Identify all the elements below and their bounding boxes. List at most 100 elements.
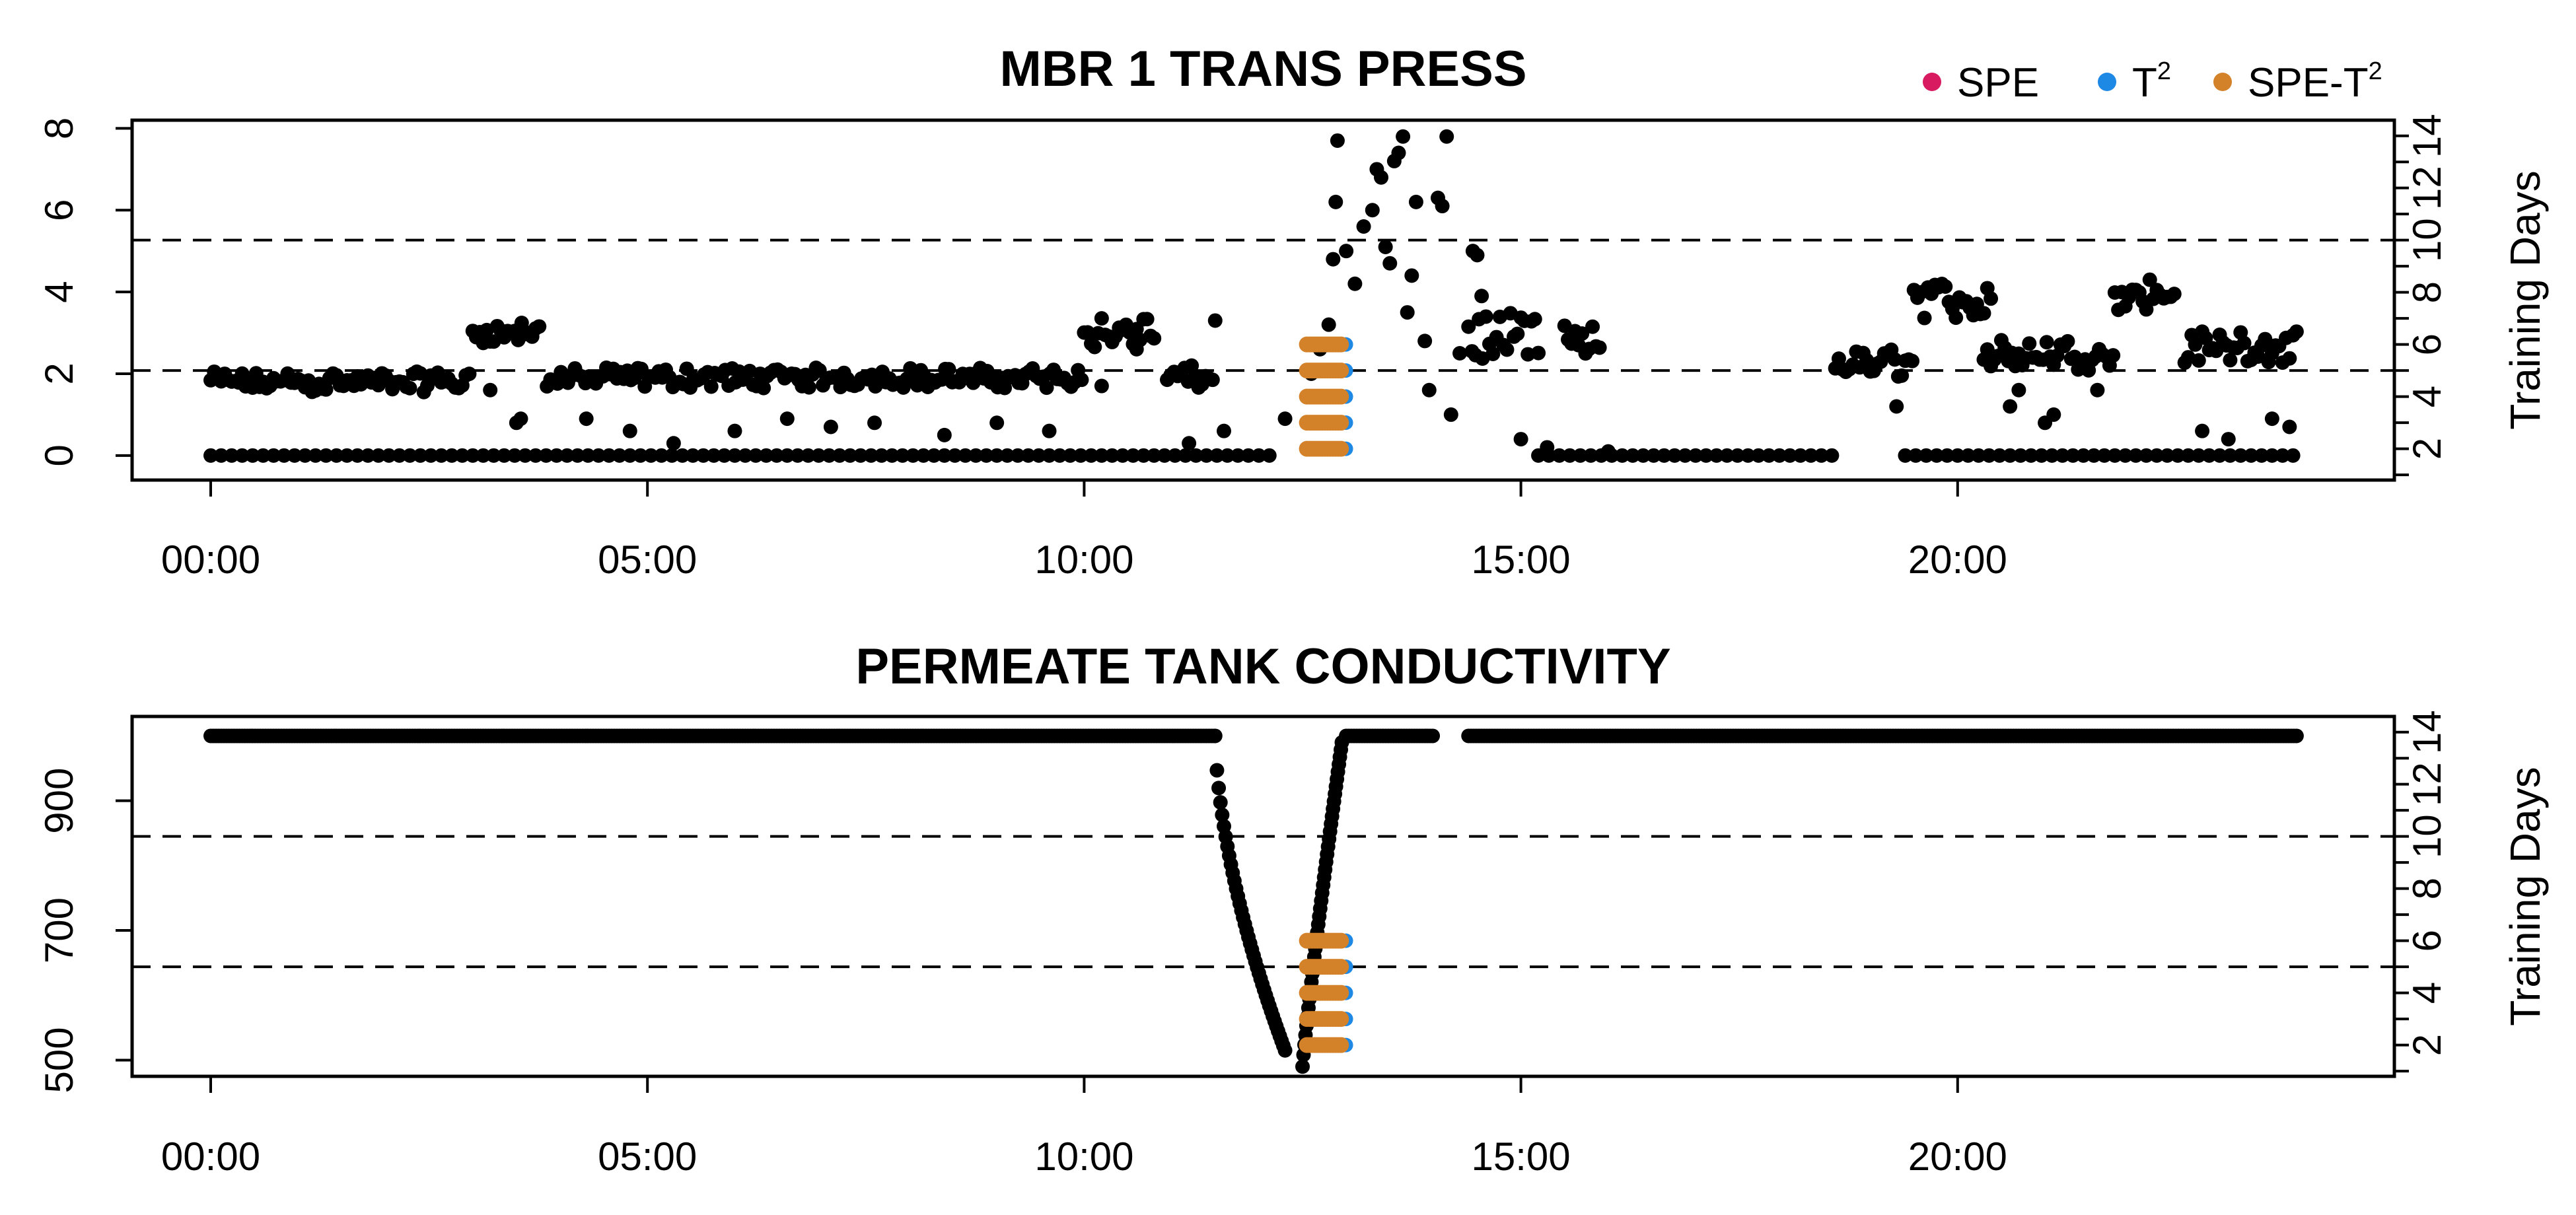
data-point: [2046, 407, 2061, 422]
data-point: [779, 448, 795, 463]
data-point: [675, 448, 690, 463]
data-point: [1950, 448, 1965, 463]
data-point: [591, 448, 606, 463]
data-point: [1435, 199, 1450, 214]
data-point: [1898, 448, 1913, 463]
legend-label-text: SPE: [1957, 60, 2039, 106]
data-point: [941, 362, 956, 377]
data-point: [1220, 448, 1235, 463]
data-point: [612, 448, 627, 463]
data-point: [1980, 342, 1995, 357]
data-point: [1074, 372, 1089, 388]
data-point: [1211, 781, 1227, 796]
data-point: [874, 448, 889, 463]
data-point: [1209, 763, 1225, 778]
chart-title: PERMEATE TANK CONDUCTIVITY: [855, 639, 1670, 695]
data-point: [2191, 353, 2206, 368]
data-point: [402, 448, 417, 463]
data-point: [1178, 448, 1193, 463]
data-point: [823, 419, 838, 434]
data-point: [1646, 448, 1661, 463]
highlight-points: [1299, 336, 1353, 457]
data-point: [1374, 170, 1389, 185]
chart-panel-2: PERMEATE TANK CONDUCTIVITY 00:00 05:00 10:0…: [37, 639, 2549, 1179]
data-point: [1139, 312, 1155, 327]
data-point: [2223, 353, 2238, 368]
data-point: [1540, 440, 1555, 455]
data-point: [1960, 448, 1976, 463]
spe-t2-point: [1333, 1011, 1349, 1027]
data-point: [1251, 448, 1266, 463]
data-point: [245, 448, 260, 463]
data-point: [1510, 326, 1525, 341]
legend-label-sup: 2: [2157, 57, 2171, 85]
data-point: [1321, 317, 1336, 332]
data-point: [1400, 305, 1415, 320]
data-point: [703, 379, 719, 394]
data-point: [906, 448, 921, 463]
data-point: [2044, 448, 2059, 463]
data-point: [2003, 399, 2018, 414]
data-point: [2285, 448, 2301, 463]
data-point: [2087, 448, 2102, 463]
data-point: [549, 448, 564, 463]
data-point: [224, 448, 239, 463]
y-tick-label: 900: [37, 768, 81, 834]
data-point: [2191, 448, 2206, 463]
data-point: [570, 448, 585, 463]
data-point: [1908, 448, 1923, 463]
plot-frame: [130, 118, 2396, 482]
spe-t2-point: [1333, 1037, 1349, 1053]
data-point: [1905, 353, 1920, 368]
right-tick-label: 12: [2405, 166, 2449, 210]
x-tick-label: 20:00: [1908, 1134, 2007, 1179]
data-point: [1404, 268, 1419, 283]
y-tick-label: 6: [37, 199, 81, 221]
data-point: [340, 448, 355, 463]
y-tick-label: 0: [37, 444, 81, 466]
x-tick-label: 10:00: [1034, 538, 1133, 582]
spe-t2-point: [1333, 336, 1349, 353]
data-point: [1583, 448, 1598, 463]
data-point: [843, 448, 858, 463]
data-point: [822, 448, 837, 463]
data-point: [1328, 194, 1343, 209]
data-point: [867, 415, 882, 431]
data-point: [1365, 203, 1380, 218]
data-point: [2055, 448, 2070, 463]
data-point: [1042, 423, 1057, 438]
x-tick-label: 20:00: [1908, 538, 2007, 582]
data-point: [266, 448, 281, 463]
data-point: [2160, 448, 2175, 463]
data-point: [1421, 382, 1437, 398]
data-point: [1326, 252, 1341, 267]
data-point: [559, 448, 575, 463]
data-point: [2275, 448, 2290, 463]
data-point: [579, 411, 594, 427]
data-point: [2254, 448, 2269, 463]
data-point: [853, 448, 868, 463]
data-point: [1199, 448, 1214, 463]
data-point: [381, 448, 396, 463]
spe-t2-point: [1333, 388, 1349, 405]
data-point: [1485, 346, 1501, 361]
data-point: [318, 448, 334, 463]
data-point: [1527, 312, 1542, 327]
data-point: [2166, 287, 2182, 302]
data-point: [801, 448, 816, 463]
data-point: [308, 448, 323, 463]
data-point: [1104, 448, 1120, 463]
data-point: [1209, 448, 1225, 463]
data-point: [2039, 335, 2054, 350]
legend-marker: [2098, 73, 2116, 91]
data-point: [1063, 448, 1078, 463]
data-point: [696, 448, 711, 463]
highlight-points: [1299, 932, 1353, 1053]
data-point: [863, 448, 878, 463]
data-point: [361, 448, 376, 463]
data-point: [483, 382, 498, 398]
data-point: [1391, 145, 1406, 160]
data-point: [1167, 448, 1182, 463]
data-point: [2142, 272, 2157, 287]
chart-panel-1: MBR 1 TRANS PRESS 00:00 05:00 10:00 15:00 20:…: [37, 41, 2549, 582]
